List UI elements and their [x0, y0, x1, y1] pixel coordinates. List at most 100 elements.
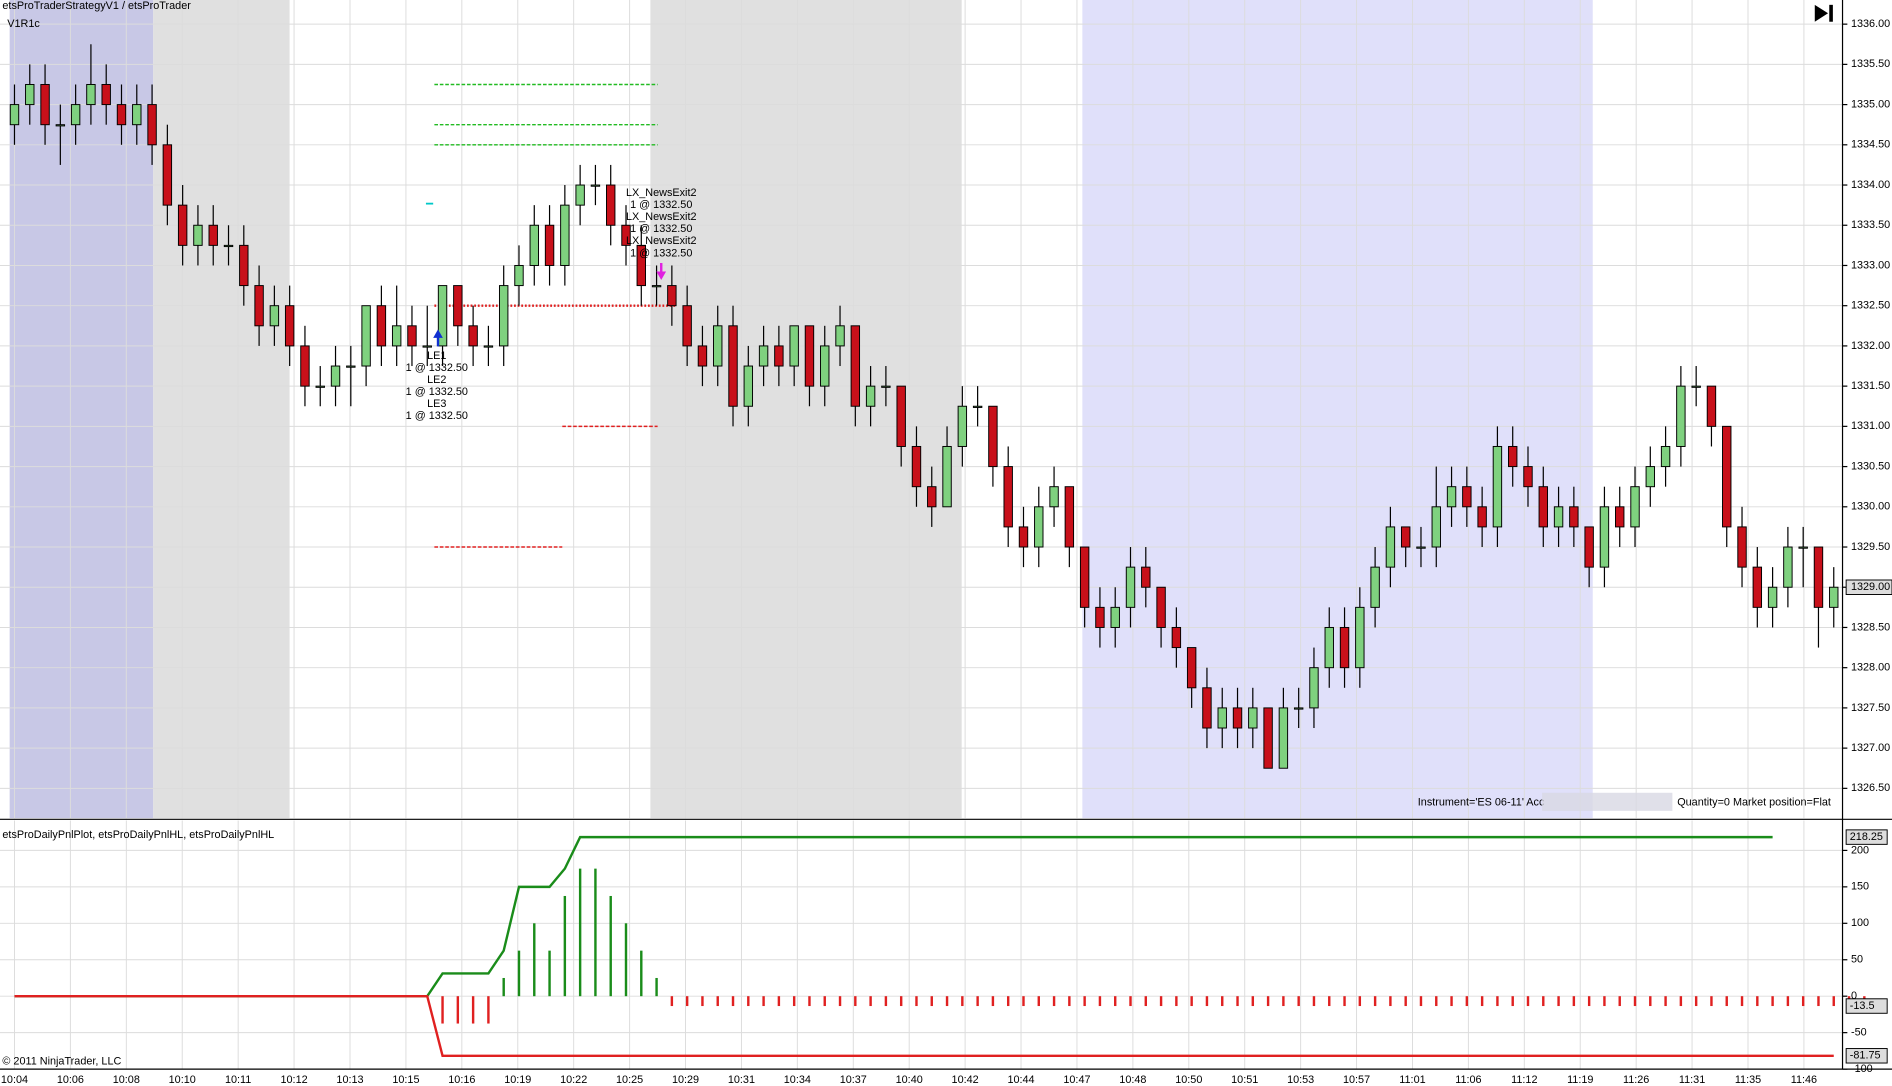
candle-body — [101, 83, 111, 106]
pnl-bar — [1587, 996, 1591, 1007]
pnl-bar — [991, 996, 995, 1007]
exit-arrow — [656, 263, 667, 280]
entry-arrow — [433, 329, 443, 347]
y-tick-label: 100 — [1851, 917, 1869, 929]
pnl-bar — [1404, 996, 1407, 1007]
candle-body — [1783, 546, 1793, 588]
pnl-bar — [609, 895, 612, 997]
entry-label: LE2 — [427, 374, 446, 386]
candle-body — [835, 325, 845, 347]
y-tick-label: 1332.50 — [1851, 300, 1890, 312]
candle-body — [529, 224, 539, 266]
candle-body — [223, 244, 234, 248]
candle-body — [9, 104, 20, 126]
candle-body — [70, 104, 81, 126]
candle-body — [728, 325, 738, 407]
pnl-bar — [471, 996, 475, 1024]
pnl-bar — [1771, 996, 1774, 1007]
pnl-bar — [1251, 996, 1255, 1007]
candle-body — [1722, 425, 1732, 528]
pnl-bar — [1557, 996, 1560, 1007]
pnl-bar — [838, 996, 842, 1007]
last-price-label: 1329.00 — [1851, 581, 1890, 593]
candle-body — [1477, 506, 1487, 528]
candle-body — [1003, 466, 1013, 528]
x-tick-label: 10:15 — [392, 1074, 419, 1086]
candle-body — [804, 325, 815, 387]
candle-body — [1737, 526, 1747, 568]
pnl-bar — [1282, 996, 1285, 1007]
pnl-bar — [1756, 996, 1759, 1007]
candle-body — [346, 365, 356, 368]
candle-body — [86, 83, 96, 106]
candle-body — [927, 486, 937, 508]
entry-label: 1 @ 1332.50 — [406, 386, 468, 398]
y-tick-label: 1327.00 — [1851, 742, 1890, 754]
marker — [425, 202, 434, 205]
y-tick-label: 1333.00 — [1851, 259, 1890, 271]
candle-body — [575, 184, 585, 206]
candle-body — [1630, 486, 1640, 528]
candle-body — [1293, 707, 1304, 710]
candle-body — [1339, 626, 1350, 669]
session-shade — [153, 0, 290, 819]
pnl-bar — [1496, 996, 1499, 1007]
candle-body — [1049, 486, 1059, 508]
pnl-bar — [1022, 996, 1025, 1007]
exit-label: LX_NewsExit2 — [626, 187, 697, 199]
candle-body — [1125, 566, 1136, 608]
candle-body — [1767, 586, 1778, 608]
value-label: 218.25 — [1850, 831, 1883, 843]
candle-body — [1599, 506, 1610, 568]
pnl-bar — [1266, 996, 1270, 1007]
pnl-bar — [1664, 996, 1667, 1007]
pnl-bar — [930, 996, 933, 1007]
pnl-bar — [1710, 996, 1713, 1007]
y-tick-label: 0 — [1851, 990, 1857, 1002]
candle-body — [682, 305, 692, 347]
candle-body — [544, 224, 555, 266]
y-tick-label: -100 — [1851, 1063, 1873, 1075]
pnl-bar — [1175, 996, 1178, 1007]
y-tick-label: 1331.50 — [1851, 380, 1890, 392]
candle-body — [177, 204, 188, 246]
candle-body — [590, 184, 601, 187]
candle-body — [1829, 586, 1839, 608]
candle-body — [1034, 506, 1044, 548]
scroll-end-button[interactable] — [1814, 4, 1833, 22]
candle-body — [1553, 506, 1564, 528]
candle-body — [25, 83, 35, 106]
candle-body — [743, 365, 754, 407]
x-tick-label: 10:12 — [281, 1074, 308, 1086]
x-tick-label: 10:48 — [1119, 1074, 1146, 1086]
x-tick-label: 10:16 — [448, 1074, 475, 1086]
candle-body — [1018, 526, 1029, 548]
candle-body — [774, 345, 784, 367]
candle-body — [208, 224, 218, 246]
pnl-bar — [1083, 996, 1086, 1007]
x-tick-label: 10:50 — [1175, 1074, 1202, 1086]
candle-body — [1508, 445, 1518, 468]
candle-body — [1813, 546, 1824, 608]
pnl-bar — [1129, 996, 1132, 1007]
candle-body — [162, 144, 173, 206]
y-tick-label: 1327.50 — [1851, 702, 1890, 714]
pnl-bar — [1373, 996, 1377, 1007]
y-tick-label: 1336.00 — [1851, 18, 1890, 30]
entry-label: 1 @ 1332.50 — [406, 362, 468, 374]
pnl-bar — [1817, 996, 1820, 1007]
x-tick-label: 11:19 — [1567, 1074, 1593, 1086]
candle-body — [1691, 385, 1701, 388]
x-tick-label: 10:29 — [672, 1074, 699, 1086]
candle-body — [1569, 506, 1579, 528]
candle-body — [1615, 506, 1625, 528]
candle-body — [1110, 606, 1120, 628]
candle-body — [667, 285, 677, 307]
pnl-bar — [563, 895, 567, 997]
pnl-bar — [1312, 996, 1316, 1007]
x-tick-label: 11:35 — [1735, 1074, 1761, 1086]
session-shade — [650, 0, 962, 819]
pnl-bar — [1328, 996, 1331, 1007]
candle-body — [697, 345, 708, 367]
candle-body — [193, 224, 203, 246]
